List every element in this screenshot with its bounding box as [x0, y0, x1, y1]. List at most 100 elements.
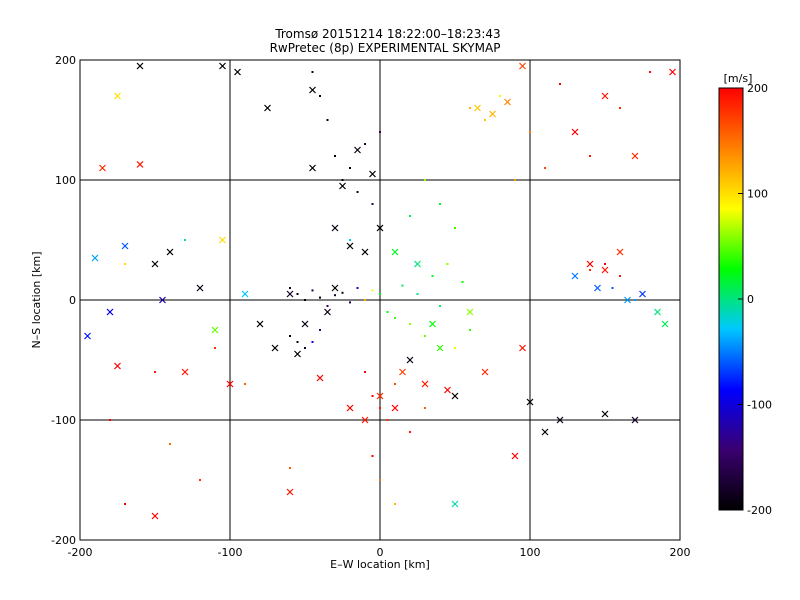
data-point-cross — [286, 290, 294, 298]
data-point-dot — [311, 341, 314, 343]
data-point-dot — [514, 179, 516, 181]
data-point-dot — [469, 107, 471, 109]
data-point-cross — [601, 266, 609, 274]
data-point-dot — [214, 347, 216, 349]
data-point-dot — [296, 293, 299, 295]
data-point-cross — [631, 416, 639, 424]
x-tick-label: 0 — [377, 546, 384, 559]
data-point-cross — [346, 242, 354, 250]
chart-title: Tromsø 20151214 18:22:00–18:23:43 — [274, 27, 500, 41]
data-point-dot — [124, 263, 126, 265]
data-point-dot — [424, 407, 426, 409]
data-point-dot — [311, 289, 314, 292]
data-point-cross — [286, 488, 294, 496]
data-point-dot — [371, 289, 374, 292]
y-tick-label: 200 — [55, 54, 76, 67]
data-point-dot — [319, 296, 321, 299]
data-point-dot — [386, 419, 389, 421]
data-point-cross — [196, 284, 204, 292]
data-point-dot — [379, 407, 381, 409]
data-point-dot — [334, 294, 336, 297]
data-point-cross — [519, 344, 526, 352]
data-point-cross — [241, 290, 249, 298]
data-point-cross — [159, 296, 166, 304]
x-tick-label: 200 — [670, 546, 691, 559]
data-point-dot — [469, 329, 471, 331]
data-point-cross — [106, 308, 114, 316]
data-point-cross — [324, 308, 331, 316]
data-point-cross — [264, 104, 271, 112]
data-point-dot — [589, 269, 591, 271]
data-point-cross — [309, 86, 316, 94]
data-point-dot — [349, 301, 351, 304]
data-point-dot — [341, 179, 344, 181]
data-point-cross — [151, 512, 159, 520]
data-point-cross — [519, 62, 526, 70]
data-point-cross — [151, 260, 159, 268]
data-point-dot — [371, 395, 374, 397]
data-point-dot — [401, 284, 404, 287]
data-point-cross — [481, 368, 489, 376]
colorbar-tick-label: -100 — [747, 399, 772, 412]
data-point-dot — [424, 179, 426, 181]
data-point-dot — [326, 119, 329, 121]
y-axis-label: N–S location [km] — [30, 251, 43, 348]
data-point-dot — [326, 305, 329, 307]
data-point-cross — [429, 320, 436, 328]
data-point-cross — [511, 452, 519, 460]
data-point-cross — [586, 260, 594, 268]
data-point-cross — [601, 92, 609, 100]
x-tick-label: -200 — [68, 546, 93, 559]
y-tick-label: -100 — [51, 414, 76, 427]
data-point-dot — [296, 341, 299, 343]
data-point-dot — [319, 95, 321, 97]
data-point-cross — [571, 272, 579, 280]
colorbar: 200 100 0 -100 -200 — [718, 82, 772, 517]
x-axis-label: E–W location [km] — [330, 558, 430, 571]
data-point-dot — [409, 431, 411, 433]
data-point-dot — [409, 323, 411, 325]
data-point-cross — [376, 224, 384, 232]
data-point-dot — [311, 71, 314, 73]
data-point-cross — [601, 410, 609, 418]
data-point-cross — [219, 236, 226, 244]
data-point-dot — [454, 227, 456, 229]
data-point-dot — [446, 263, 449, 265]
data-point-dot — [349, 239, 351, 241]
y-tick-label: 100 — [55, 174, 76, 187]
data-point-cross — [114, 92, 121, 100]
data-point-dot — [304, 347, 306, 349]
x-tick-label: 100 — [520, 546, 541, 559]
data-point-cross — [346, 404, 354, 412]
colorbar-label: [m/s] — [724, 72, 753, 85]
colorbar-tick-label: 0 — [747, 293, 754, 306]
data-point-cross — [631, 152, 639, 160]
data-point-cross — [526, 398, 534, 406]
data-point-cross — [219, 62, 226, 70]
x-axis-ticks: -200 -100 0 100 200 — [68, 60, 691, 559]
data-point-dot — [461, 281, 464, 283]
data-point-dot — [386, 311, 389, 313]
data-point-cross — [339, 182, 346, 190]
y-axis-ticks: -200 -100 0 100 200 — [51, 54, 680, 547]
data-point-dot — [619, 107, 621, 109]
data-point-cross — [504, 98, 511, 106]
data-point-dot — [289, 335, 291, 337]
data-points — [84, 62, 676, 520]
data-point-dot — [364, 143, 366, 145]
data-point-dot — [439, 203, 441, 205]
data-point-dot — [199, 479, 201, 481]
data-point-dot — [409, 215, 411, 217]
data-point-cross — [91, 254, 99, 262]
data-point-cross — [444, 386, 451, 394]
data-point-dot — [364, 299, 366, 301]
colorbar-tick-label: -200 — [747, 504, 772, 517]
data-point-cross — [114, 362, 121, 370]
data-point-cross — [234, 68, 241, 76]
data-point-cross — [466, 308, 474, 316]
data-point-cross — [309, 164, 316, 172]
data-point-cross — [654, 308, 661, 316]
data-point-dot — [124, 503, 126, 505]
data-point-cross — [639, 290, 646, 298]
